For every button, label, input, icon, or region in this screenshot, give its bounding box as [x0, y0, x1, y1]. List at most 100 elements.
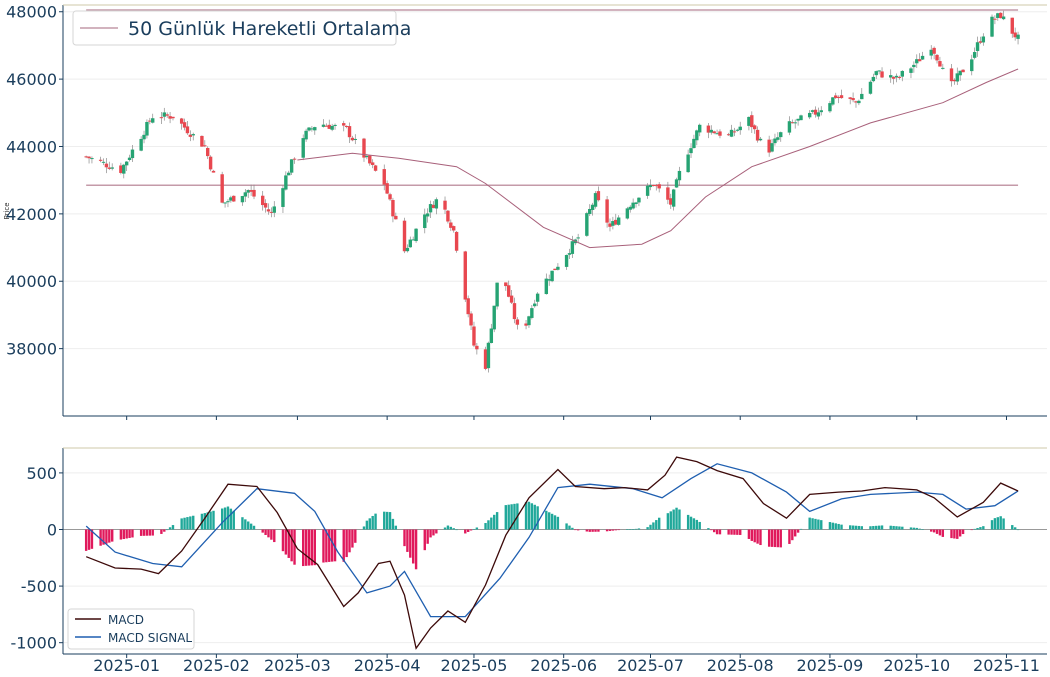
candle-body: [350, 137, 355, 141]
histogram-bar: [828, 522, 832, 530]
candle-body: [894, 75, 899, 78]
candle-body: [107, 167, 112, 169]
candle-body: [564, 255, 569, 267]
candle-body: [747, 116, 751, 126]
histogram-bar: [160, 529, 163, 534]
histogram-bar: [203, 513, 207, 530]
candle-body: [310, 128, 314, 130]
histogram-bar: [414, 529, 418, 570]
candle-body: [547, 279, 551, 281]
histogram-bar: [958, 529, 962, 537]
histogram-bar: [241, 517, 244, 530]
candle-body: [168, 116, 172, 119]
histogram-bar: [108, 529, 111, 543]
histogram-bar: [814, 518, 817, 530]
histogram-bar: [712, 529, 716, 533]
candle-body: [955, 73, 959, 82]
histogram-bar: [284, 529, 288, 555]
histogram-bar: [131, 529, 134, 538]
candle-body: [431, 204, 436, 208]
histogram-bar: [163, 529, 166, 532]
candle-body: [388, 194, 392, 200]
histogram-bar: [446, 525, 450, 530]
histogram-bar: [490, 517, 493, 530]
histogram-bar: [342, 529, 345, 562]
candle-body: [634, 202, 638, 205]
x-axis-ticks: 2025-01 2025-02 2025-03 2025-04 2025-05 2025-…: [93, 416, 1040, 675]
candle-body: [915, 59, 919, 64]
candle-body: [848, 97, 852, 99]
candle-body: [776, 137, 780, 140]
histogram-bar: [820, 520, 823, 530]
candle-body: [726, 134, 731, 136]
candle-body: [119, 165, 123, 173]
histogram-bar: [678, 509, 681, 530]
histogram-bar: [568, 525, 571, 530]
candle-body: [706, 125, 711, 133]
candle-body: [611, 221, 615, 226]
histogram-bar: [449, 526, 453, 530]
candle-body: [767, 139, 771, 153]
candle-body: [260, 195, 265, 206]
histogram-bar: [533, 504, 536, 530]
histogram-bar: [909, 527, 913, 530]
candle-body: [770, 143, 774, 152]
candle-body: [145, 121, 149, 136]
price-y-tick-label: 48000: [6, 3, 57, 22]
histogram-bar: [585, 529, 589, 532]
histogram-bar: [750, 529, 753, 541]
candle-body: [206, 147, 210, 157]
candle-body: [674, 179, 679, 188]
macd-line: [85, 456, 1019, 650]
histogram-bar: [273, 529, 276, 543]
histogram-bar: [183, 517, 186, 530]
candle-body: [900, 70, 904, 77]
candle-body: [738, 126, 742, 131]
histogram-bar: [614, 529, 617, 531]
histogram-bar: [872, 526, 875, 530]
histogram-bar: [860, 526, 863, 530]
histogram-bar: [849, 525, 852, 530]
histogram-bar: [139, 529, 143, 536]
macd-y-tick-label: 0: [47, 520, 57, 539]
histogram-bar: [383, 511, 386, 530]
candle-body: [330, 125, 334, 130]
histogram-bar: [953, 529, 956, 539]
candle-body: [533, 303, 537, 307]
candle-body: [920, 55, 925, 60]
histogram-bar: [362, 526, 366, 530]
price-y-tick-label: 44000: [6, 137, 57, 156]
histogram-bar: [773, 529, 777, 548]
histogram-bar: [125, 529, 128, 539]
candle-body: [402, 220, 407, 252]
histogram-bar: [466, 529, 470, 532]
histogram-bar: [608, 529, 612, 531]
histogram-bar: [102, 529, 105, 545]
price-horizontal-lines: [86, 9, 1019, 186]
candle-body: [165, 114, 169, 116]
candle-body: [813, 109, 818, 115]
candle-body: [127, 157, 132, 161]
histogram-bar: [186, 517, 189, 530]
histogram-bar: [556, 516, 560, 530]
histogram-bar: [736, 529, 739, 535]
histogram-bar: [371, 515, 374, 530]
price-y-ticks: 38000 40000 42000 44000 46000 48000: [6, 3, 63, 359]
candle-body: [269, 211, 274, 213]
histogram-bar: [637, 528, 641, 530]
histogram-bar: [475, 527, 479, 530]
ma50-line: [297, 68, 1019, 249]
candle-body: [718, 131, 722, 136]
histogram-bar: [799, 528, 803, 530]
candle-body: [871, 76, 876, 82]
histogram-bar: [617, 529, 620, 531]
histogram-bar: [247, 521, 250, 530]
histogram-bar: [435, 529, 438, 534]
histogram-bar: [165, 529, 169, 531]
histogram-bar: [530, 503, 534, 530]
histogram-bar: [718, 529, 722, 535]
histogram-bar: [770, 529, 774, 547]
candle-body: [949, 68, 954, 82]
histogram-bar: [206, 512, 209, 530]
price-legend: 50 Günlük Hareketli Ortalama: [72, 10, 411, 46]
